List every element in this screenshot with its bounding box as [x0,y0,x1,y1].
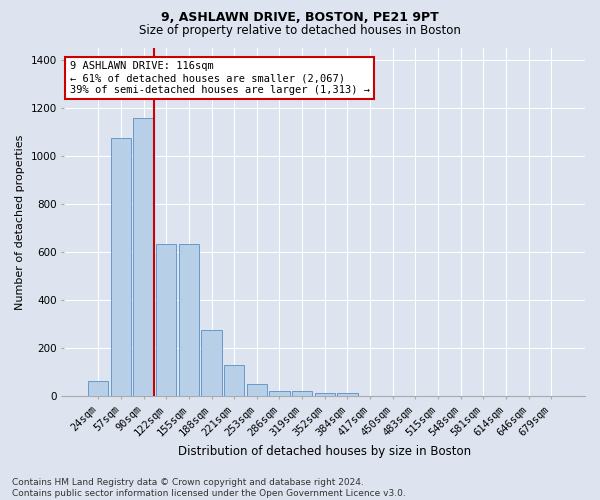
Text: Size of property relative to detached houses in Boston: Size of property relative to detached ho… [139,24,461,37]
Bar [133,118,154,396]
Text: 9, ASHLAWN DRIVE, BOSTON, PE21 9PT: 9, ASHLAWN DRIVE, BOSTON, PE21 9PT [161,11,439,24]
Bar [111,138,131,396]
Y-axis label: Number of detached properties: Number of detached properties [15,134,25,310]
Bar [156,244,176,396]
Bar [337,392,358,396]
Bar [88,380,109,396]
Bar [247,384,267,396]
Text: Contains HM Land Registry data © Crown copyright and database right 2024.
Contai: Contains HM Land Registry data © Crown c… [12,478,406,498]
Bar [314,392,335,396]
Bar [202,330,221,396]
Bar [179,244,199,396]
Bar [224,365,244,396]
Bar [269,391,290,396]
Text: 9 ASHLAWN DRIVE: 116sqm
← 61% of detached houses are smaller (2,067)
39% of semi: 9 ASHLAWN DRIVE: 116sqm ← 61% of detache… [70,62,370,94]
Bar [292,391,312,396]
X-axis label: Distribution of detached houses by size in Boston: Distribution of detached houses by size … [178,444,471,458]
